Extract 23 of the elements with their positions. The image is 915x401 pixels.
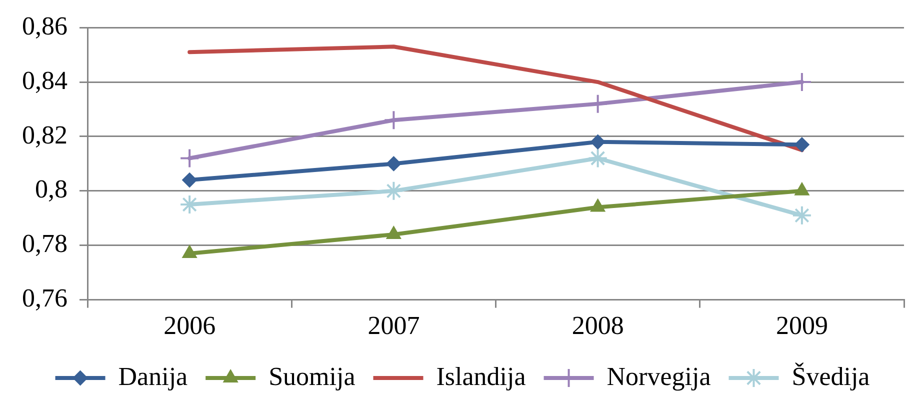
x-tick-label: 2006 bbox=[164, 311, 216, 340]
y-tick-label: 0,86 bbox=[22, 11, 68, 40]
y-tick-label: 0,8 bbox=[35, 174, 68, 204]
point bbox=[588, 148, 608, 168]
legend-label: Švedija bbox=[792, 362, 870, 391]
legend-label: Danija bbox=[118, 362, 188, 391]
point bbox=[386, 156, 402, 172]
point bbox=[794, 137, 810, 152]
y-tick-label: 0,78 bbox=[22, 229, 68, 258]
point bbox=[182, 172, 198, 188]
legend-label: Norvegija bbox=[606, 362, 712, 391]
legend-label: Suomija bbox=[268, 362, 356, 391]
point bbox=[180, 148, 200, 168]
x-tick-label: 2009 bbox=[776, 311, 828, 340]
point bbox=[182, 245, 197, 258]
y-tick-label: 0,84 bbox=[22, 66, 68, 95]
point bbox=[590, 134, 606, 150]
x-tick-label: 2007 bbox=[368, 311, 420, 340]
point bbox=[792, 205, 812, 226]
legend-label: Islandija bbox=[436, 362, 526, 391]
y-tick-label: 0,76 bbox=[22, 284, 68, 313]
x-tick-label: 2008 bbox=[572, 311, 624, 340]
y-tick-label: 0,82 bbox=[22, 120, 68, 150]
